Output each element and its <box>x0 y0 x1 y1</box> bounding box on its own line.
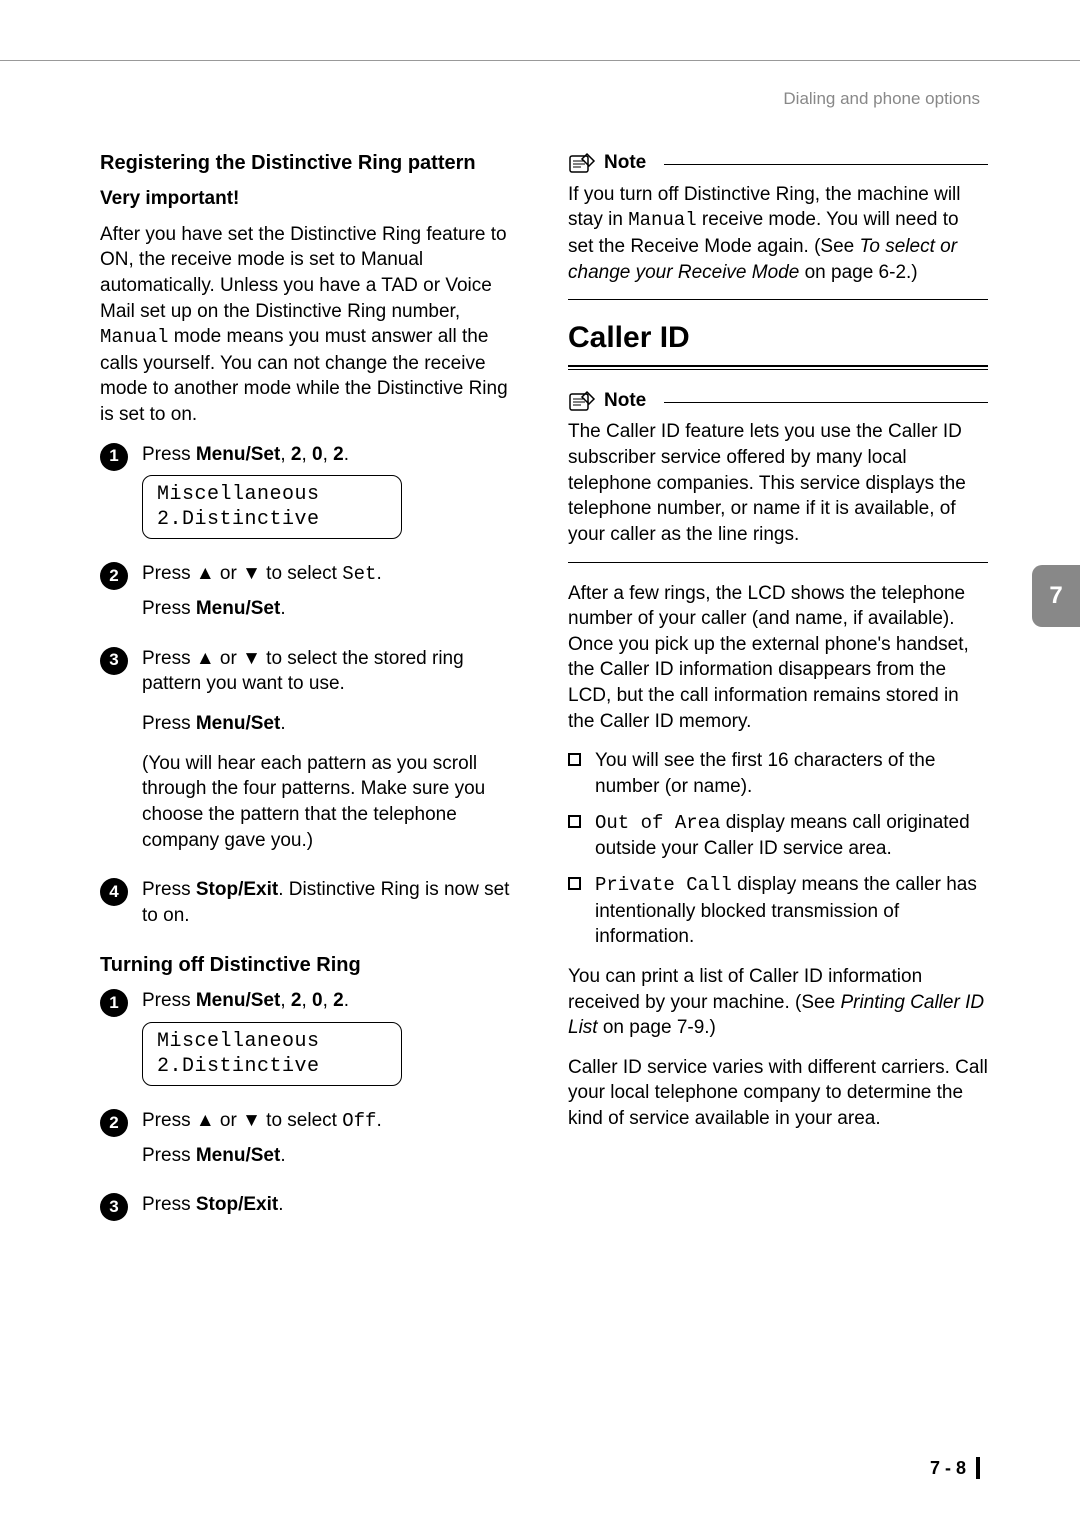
note-head: Note <box>568 388 988 414</box>
page-footer: 7 - 8 <box>930 1456 980 1480</box>
right-column: Note If you turn off Distinctive Ring, t… <box>568 150 988 1242</box>
note-rule <box>664 164 988 165</box>
step-body: Press ▲ or ▼ to select Off. Press Menu/S… <box>142 1108 520 1182</box>
step-text: Press ▲ or ▼ to select Set. <box>142 561 520 588</box>
note-label: Note <box>604 150 646 176</box>
step-text: Press Menu/Set. <box>142 711 520 737</box>
list-item: Private Call display means the caller ha… <box>568 872 988 950</box>
chapter-tab: 7 <box>1032 565 1080 627</box>
heading-rule-thin <box>568 369 988 370</box>
step-badge: 2 <box>100 562 128 590</box>
note-icon <box>568 151 596 175</box>
tab-number: 7 <box>1049 580 1062 612</box>
step-badge: 3 <box>100 1193 128 1221</box>
step-text: Press Menu/Set. <box>142 1143 520 1169</box>
mono-text: Manual <box>100 326 168 348</box>
note-head: Note <box>568 150 988 176</box>
step-text: Press Menu/Set, 2, 0, 2. <box>142 988 520 1014</box>
note-text: If you turn off Distinctive Ring, the ma… <box>568 182 988 286</box>
section-title-off: Turning off Distinctive Ring <box>100 952 520 978</box>
step-text: Press ▲ or ▼ to select Off. <box>142 1108 520 1135</box>
step-4: 4 Press Stop/Exit. Distinctive Ring is n… <box>100 877 520 942</box>
note-icon <box>568 389 596 413</box>
step-2: 2 Press ▲ or ▼ to select Set. Press Menu… <box>100 561 520 635</box>
header-rule <box>0 60 1080 61</box>
section-title: Registering the Distinctive Ring pattern <box>100 150 520 176</box>
bullet-icon <box>568 753 581 766</box>
bullet-text: Private Call display means the caller ha… <box>595 872 988 950</box>
bullet-icon <box>568 815 581 828</box>
step-1: 1 Press Menu/Set, 2, 0, 2. Miscellaneous… <box>100 442 520 552</box>
step-body: Press Menu/Set, 2, 0, 2. Miscellaneous 2… <box>142 988 520 1098</box>
bullet-text: You will see the first 16 characters of … <box>595 748 988 799</box>
step-body: Press Menu/Set, 2, 0, 2. Miscellaneous 2… <box>142 442 520 552</box>
intro-paragraph: After you have set the Distinctive Ring … <box>100 222 520 428</box>
footer-bar <box>976 1457 980 1479</box>
lcd-line: 2.Distinctive <box>157 1054 387 1079</box>
note-label: Note <box>604 388 646 414</box>
step-text: Press Stop/Exit. <box>142 1192 520 1218</box>
step-badge: 2 <box>100 1109 128 1137</box>
step-body: Press Stop/Exit. Distinctive Ring is now… <box>142 877 520 942</box>
page: Dialing and phone options Registering th… <box>0 0 1080 1526</box>
paragraph: Caller ID service varies with different … <box>568 1055 988 1132</box>
lcd-display: Miscellaneous 2.Distinctive <box>142 475 402 539</box>
caller-id-heading: Caller ID <box>568 318 988 359</box>
heading-rule <box>568 365 988 367</box>
lcd-line: Miscellaneous <box>157 1029 387 1054</box>
step-badge: 4 <box>100 878 128 906</box>
step-badge: 1 <box>100 989 128 1017</box>
off-step-2: 2 Press ▲ or ▼ to select Off. Press Menu… <box>100 1108 520 1182</box>
left-column: Registering the Distinctive Ring pattern… <box>100 150 520 1242</box>
step-body: Press ▲ or ▼ to select the stored ring p… <box>142 646 520 867</box>
step-text: Press Stop/Exit. Distinctive Ring is now… <box>142 877 520 928</box>
step-3: 3 Press ▲ or ▼ to select the stored ring… <box>100 646 520 867</box>
lcd-line: 2.Distinctive <box>157 507 387 532</box>
paragraph: After a few rings, the LCD shows the tel… <box>568 581 988 735</box>
off-step-3: 3 Press Stop/Exit. <box>100 1192 520 1232</box>
bullet-text: Out of Area display means call originate… <box>595 810 988 862</box>
step-text: (You will hear each pattern as you scrol… <box>142 751 520 854</box>
step-body: Press Stop/Exit. <box>142 1192 520 1232</box>
note-block: Note The Caller ID feature lets you use … <box>568 388 988 563</box>
step-badge: 3 <box>100 647 128 675</box>
off-step-1: 1 Press Menu/Set, 2, 0, 2. Miscellaneous… <box>100 988 520 1098</box>
lcd-display: Miscellaneous 2.Distinctive <box>142 1022 402 1086</box>
note-rule-bottom <box>568 562 988 563</box>
list-item: You will see the first 16 characters of … <box>568 748 988 799</box>
note-text: The Caller ID feature lets you use the C… <box>568 419 988 547</box>
step-text: Press Menu/Set, 2, 0, 2. <box>142 442 520 468</box>
list-item: Out of Area display means call originate… <box>568 810 988 862</box>
note-rule-bottom <box>568 299 988 300</box>
columns: Registering the Distinctive Ring pattern… <box>100 150 1010 1242</box>
note-rule <box>664 402 988 403</box>
paragraph: You can print a list of Caller ID inform… <box>568 964 988 1041</box>
step-badge: 1 <box>100 443 128 471</box>
step-text: Press Menu/Set. <box>142 596 520 622</box>
running-head: Dialing and phone options <box>783 88 980 111</box>
step-body: Press ▲ or ▼ to select Set. Press Menu/S… <box>142 561 520 635</box>
note-block: Note If you turn off Distinctive Ring, t… <box>568 150 988 300</box>
text: After you have set the Distinctive Ring … <box>100 224 507 322</box>
bullet-icon <box>568 877 581 890</box>
lcd-line: Miscellaneous <box>157 482 387 507</box>
step-text: Press ▲ or ▼ to select the stored ring p… <box>142 646 520 697</box>
important-label: Very important! <box>100 186 520 212</box>
page-number: 7 - 8 <box>930 1456 966 1480</box>
bullet-list: You will see the first 16 characters of … <box>568 748 988 949</box>
